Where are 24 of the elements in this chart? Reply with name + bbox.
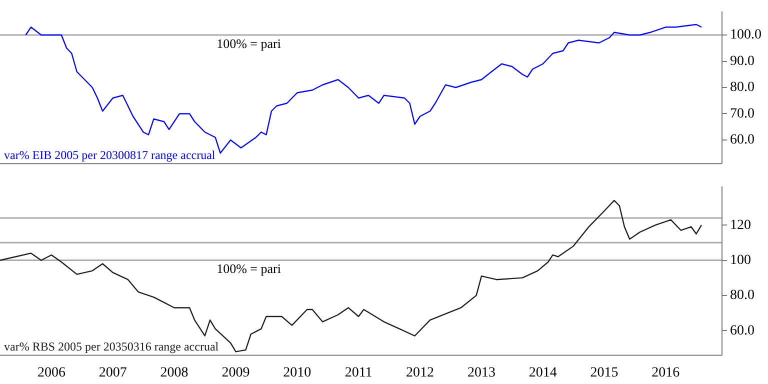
- series-label: var% EIB 2005 per 20300817 range accrual: [4, 148, 216, 162]
- y-tick-label: 70.0: [730, 106, 754, 122]
- x-tick-label: 2014: [528, 365, 557, 380]
- x-tick-label: 2006: [37, 365, 66, 380]
- x-tick-label: 2016: [652, 365, 680, 380]
- y-tick-label: 60.0: [730, 323, 754, 338]
- x-tick-label: 2012: [406, 365, 434, 380]
- y-tick-label: 80.0: [730, 80, 754, 96]
- x-tick-label: 2013: [468, 365, 496, 380]
- x-tick-label: 2008: [160, 365, 188, 380]
- x-tick-label: 2015: [590, 365, 618, 380]
- x-tick-label: 2009: [222, 365, 250, 380]
- ref-line-label: 100% = pari: [216, 36, 282, 51]
- series-label: var% RBS 2005 per 20350316 range accrual: [4, 339, 220, 354]
- y-tick-label: 100: [730, 252, 751, 268]
- x-tick-label: 2011: [344, 365, 372, 380]
- y-tick-label: 60.0: [730, 132, 754, 148]
- ref-line-label: 100% = pari: [216, 261, 282, 276]
- x-tick-label: 2007: [98, 365, 127, 380]
- y-tick-label: 90.0: [730, 54, 754, 69]
- y-tick-label: 100.0: [730, 28, 762, 43]
- x-tick-label: 2010: [283, 365, 312, 380]
- y-tick-label: 80.0: [730, 288, 754, 304]
- y-tick-label: 120: [730, 218, 751, 233]
